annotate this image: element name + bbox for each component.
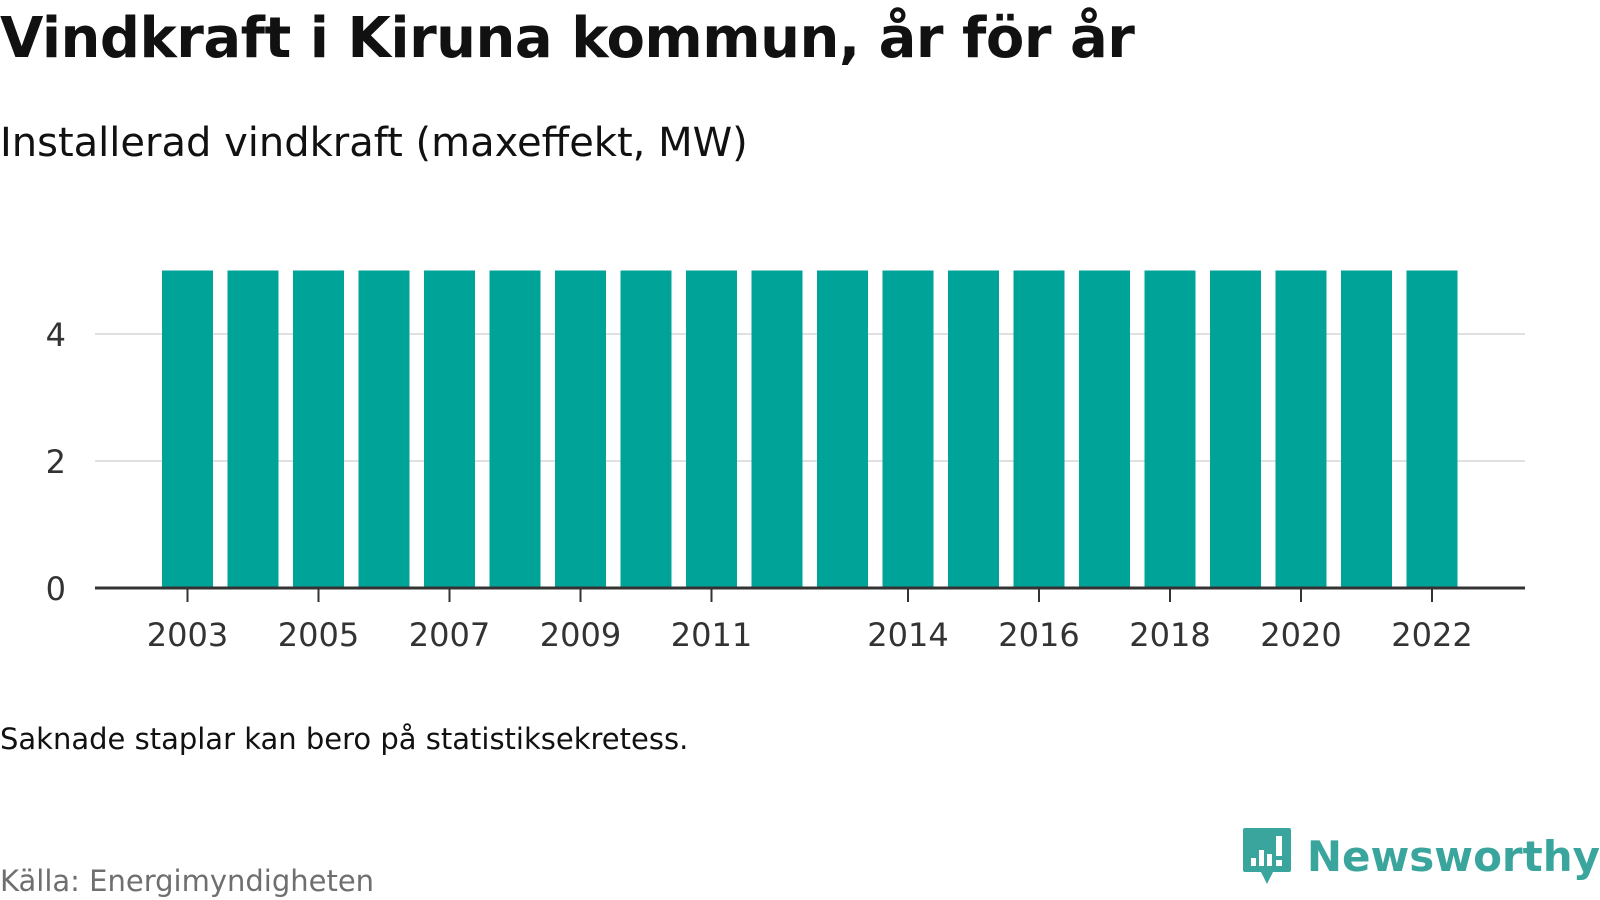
bar (686, 270, 737, 588)
bar (358, 270, 410, 588)
newsworthy-logo-icon (1242, 828, 1291, 884)
brand-name: Newsworthy (1306, 831, 1600, 881)
chart-subtitle: Installerad vindkraft (maxeffekt, MW) (0, 120, 748, 166)
x-tick-label: 2016 (998, 616, 1079, 654)
y-tick-label: 2 (46, 443, 66, 481)
source-credit: Källa: Energimyndigheten (0, 864, 375, 898)
brand-logo-group: Newsworthy (1241, 826, 1600, 886)
bar (489, 270, 541, 588)
bar (751, 270, 803, 588)
bar (817, 270, 868, 588)
x-tick-label: 2014 (867, 616, 948, 654)
bar (1144, 270, 1196, 588)
x-tick-label: 2007 (409, 616, 490, 654)
x-tick-label: 2005 (278, 616, 359, 654)
x-tick-label: 2020 (1260, 616, 1341, 654)
bar (555, 270, 606, 588)
bar (1406, 270, 1458, 588)
bar (620, 270, 672, 588)
bar-chart: 0 2 4 2003 2005 2007 2009 2011 2014 2016 2018 2020 2… (46, 270, 1525, 654)
bar (227, 270, 279, 588)
bar (1275, 270, 1327, 588)
bar (424, 270, 475, 588)
y-tick-label: 4 (46, 316, 66, 354)
chart-title: Vindkraft i Kiruna kommun, år för år (0, 6, 1135, 71)
x-tick-label: 2018 (1129, 616, 1210, 654)
bar (162, 270, 213, 588)
bar (1079, 270, 1130, 588)
bar (1341, 270, 1392, 588)
y-tick-label: 0 (46, 570, 66, 608)
bar (1013, 270, 1065, 588)
bar (293, 270, 344, 588)
bar (948, 270, 999, 588)
x-tick-label: 2003 (147, 616, 228, 654)
footnote: Saknade staplar kan bero på statistiksek… (0, 722, 689, 756)
x-tick-label: 2022 (1391, 616, 1472, 654)
x-tick-label: 2011 (671, 616, 752, 654)
x-tick-label: 2009 (540, 616, 621, 654)
bar (1210, 270, 1261, 588)
bar (882, 270, 934, 588)
